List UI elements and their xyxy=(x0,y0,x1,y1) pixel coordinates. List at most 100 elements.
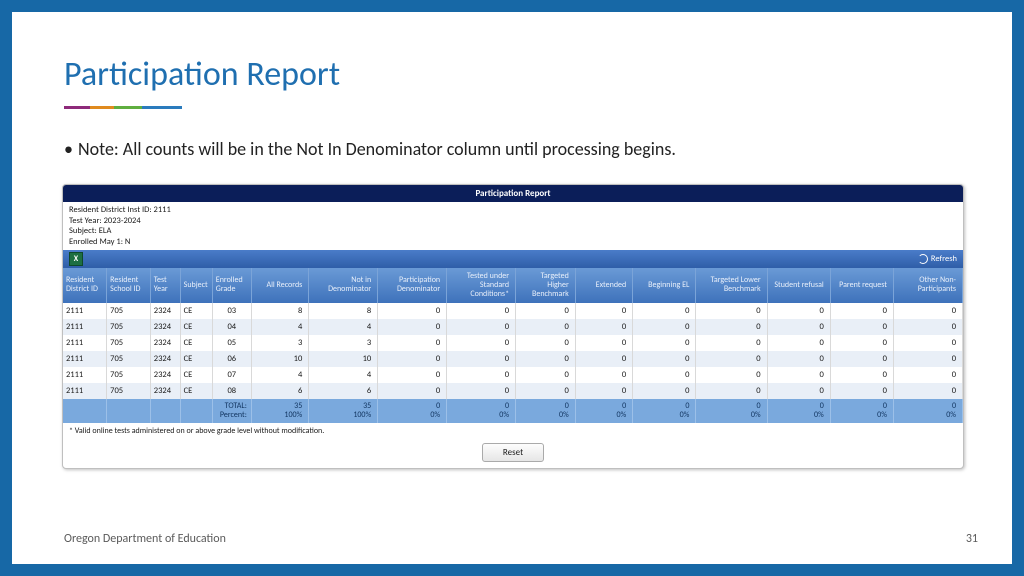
cell: 0 xyxy=(516,303,576,319)
cell: 2111 xyxy=(63,319,107,335)
cell: 3 xyxy=(309,335,378,351)
cell: 705 xyxy=(107,335,151,351)
reset-button[interactable]: Reset xyxy=(482,443,544,462)
cell: 705 xyxy=(107,303,151,319)
page-title: Participation Report xyxy=(64,54,340,95)
col-header[interactable]: Resident School ID xyxy=(107,268,151,304)
cell: 0 xyxy=(447,303,516,319)
col-header[interactable]: Resident District ID xyxy=(63,268,107,304)
cell: 0 xyxy=(516,319,576,335)
cell: 2324 xyxy=(150,303,180,319)
cell: 0 xyxy=(893,303,962,319)
report-toolbar: X Refresh xyxy=(63,250,963,268)
cell: 2111 xyxy=(63,367,107,383)
cell: CE xyxy=(180,335,212,351)
cell: CE xyxy=(180,351,212,367)
cell: 0 xyxy=(893,367,962,383)
cell: 0 xyxy=(575,335,632,351)
slide: Participation Report • Note: All counts … xyxy=(12,12,1012,564)
cell: 0 xyxy=(378,351,447,367)
col-header[interactable]: Student refusal xyxy=(767,268,830,304)
cell: 705 xyxy=(107,367,151,383)
col-header[interactable]: Tested under Standard Conditions* xyxy=(447,268,516,304)
cell: 0 xyxy=(830,367,893,383)
cell: 4 xyxy=(251,319,308,335)
cell: CE xyxy=(180,367,212,383)
col-header[interactable]: Targeted Lower Benchmark xyxy=(696,268,767,304)
col-header[interactable]: Subject xyxy=(180,268,212,304)
meta-district: Resident District Inst ID: 2111 xyxy=(69,205,957,216)
cell: CE xyxy=(180,383,212,399)
cell: 0 xyxy=(516,367,576,383)
cell: 0 xyxy=(378,335,447,351)
meta-subject: Subject: ELA xyxy=(69,226,957,237)
cell: 06 xyxy=(212,351,251,367)
cell: 05 xyxy=(212,335,251,351)
cell: 0 xyxy=(893,335,962,351)
cell: 2324 xyxy=(150,383,180,399)
bullet-text: Note: All counts will be in the Not In D… xyxy=(78,138,676,160)
col-header[interactable]: Test Year xyxy=(150,268,180,304)
col-header[interactable]: All Records xyxy=(251,268,308,304)
cell: 0 xyxy=(633,367,696,383)
cell: 4 xyxy=(251,367,308,383)
cell: 0 xyxy=(893,319,962,335)
cell: 0 xyxy=(830,335,893,351)
cell: 0 xyxy=(633,383,696,399)
col-header[interactable]: Targeted Higher Benchmark xyxy=(516,268,576,304)
refresh-button[interactable]: Refresh xyxy=(918,254,957,264)
totals-cell: 00% xyxy=(575,399,632,423)
totals-cell: 00% xyxy=(447,399,516,423)
cell: 0 xyxy=(447,383,516,399)
cell: 2111 xyxy=(63,351,107,367)
col-header[interactable]: Beginning EL xyxy=(633,268,696,304)
cell: 0 xyxy=(830,383,893,399)
cell: 0 xyxy=(378,383,447,399)
col-header[interactable]: Parent request xyxy=(830,268,893,304)
meta-testyear: Test Year: 2023-2024 xyxy=(69,216,957,227)
cell: 0 xyxy=(575,367,632,383)
col-header[interactable]: Extended xyxy=(575,268,632,304)
cell: 0 xyxy=(696,319,767,335)
table-row: 21117052324CE0388000000000 xyxy=(63,303,963,319)
col-header[interactable]: Not in Denominator xyxy=(309,268,378,304)
cell: CE xyxy=(180,303,212,319)
cell: 10 xyxy=(251,351,308,367)
cell: 03 xyxy=(212,303,251,319)
col-header[interactable]: Participation Denominator xyxy=(378,268,447,304)
page-number: 31 xyxy=(966,532,978,546)
totals-cell: 00% xyxy=(767,399,830,423)
bullet-note: • Note: All counts will be in the Not In… xyxy=(64,138,676,160)
cell: 0 xyxy=(516,383,576,399)
cell: 0 xyxy=(516,335,576,351)
totals-cell: 00% xyxy=(696,399,767,423)
cell: 0 xyxy=(767,319,830,335)
col-header[interactable]: Enrolled Grade xyxy=(212,268,251,304)
cell: 705 xyxy=(107,319,151,335)
table-row: 21117052324CE0444000000000 xyxy=(63,319,963,335)
totals-label: TOTAL:Percent: xyxy=(212,399,251,423)
cell: 0 xyxy=(378,319,447,335)
totals-cell: 00% xyxy=(516,399,576,423)
data-table: Resident District IDResident School IDTe… xyxy=(63,268,963,424)
cell: 0 xyxy=(633,319,696,335)
footer-org: Oregon Department of Education xyxy=(64,532,226,546)
reset-row: Reset xyxy=(63,439,963,468)
totals-cell: 00% xyxy=(830,399,893,423)
cell: 0 xyxy=(767,367,830,383)
cell: 0 xyxy=(575,303,632,319)
excel-export-icon[interactable]: X xyxy=(69,252,83,266)
bullet-dot: • xyxy=(64,138,78,160)
cell: 0 xyxy=(447,367,516,383)
cell: 0 xyxy=(696,367,767,383)
cell: 0 xyxy=(633,303,696,319)
cell: 2324 xyxy=(150,351,180,367)
cell: 8 xyxy=(251,303,308,319)
cell: 10 xyxy=(309,351,378,367)
col-header[interactable]: Other Non-Participants xyxy=(893,268,962,304)
totals-cell: 00% xyxy=(378,399,447,423)
cell: 0 xyxy=(633,335,696,351)
totals-row: TOTAL:Percent:35100%35100%00%00%00%00%00… xyxy=(63,399,963,423)
refresh-label: Refresh xyxy=(931,254,957,264)
cell: 0 xyxy=(575,351,632,367)
